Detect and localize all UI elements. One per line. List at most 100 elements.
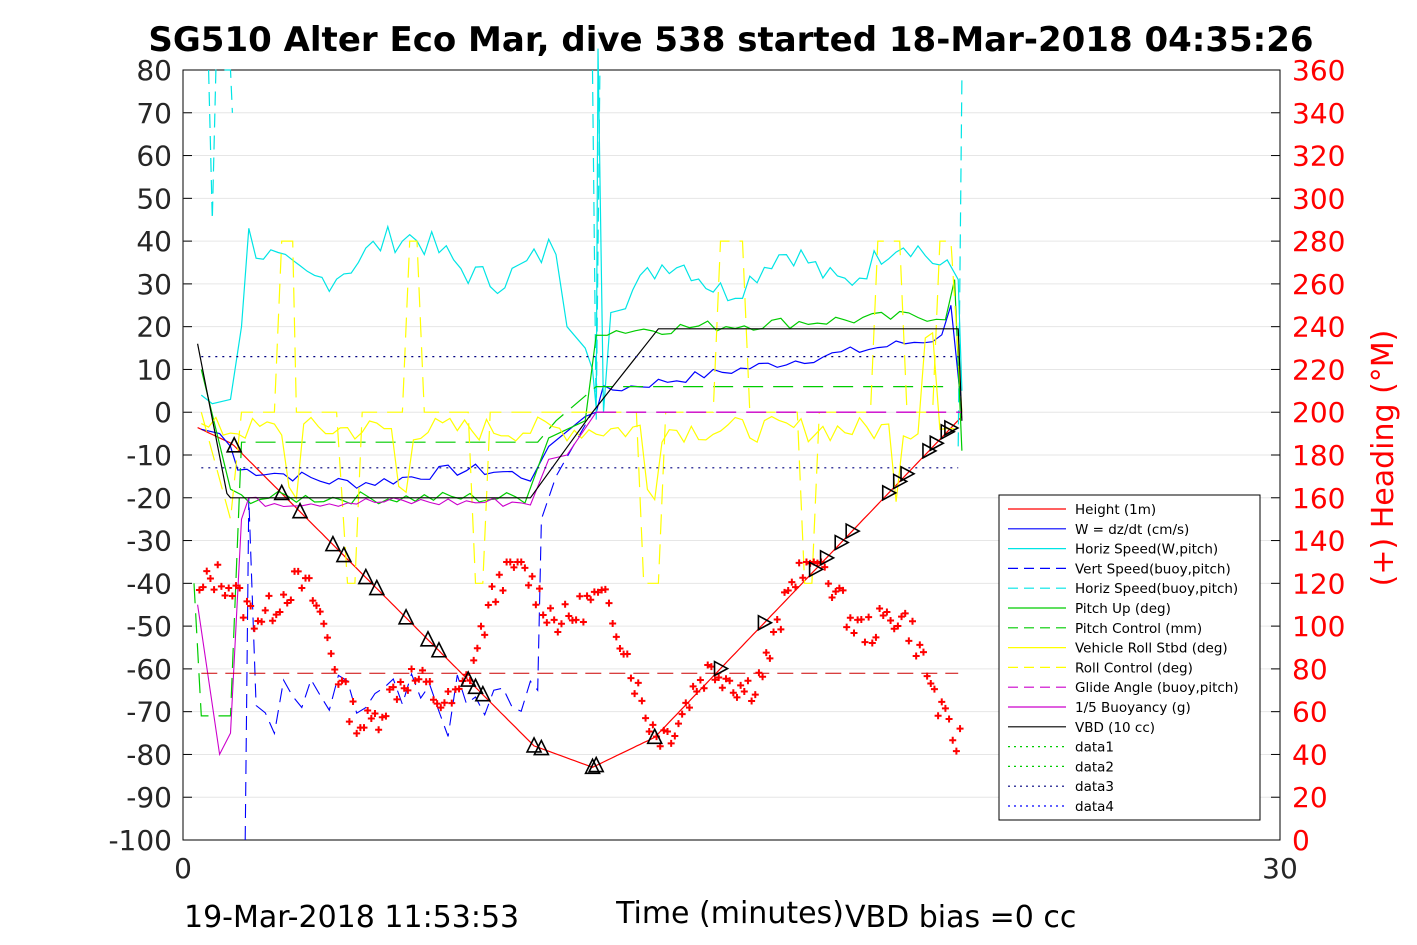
legend-label: Pitch Control (mm): [1075, 621, 1202, 637]
heading-point: [923, 672, 931, 680]
heading-point: [371, 710, 379, 718]
heading-point: [700, 684, 708, 692]
heading-point: [645, 728, 653, 736]
dive-marker: [467, 677, 484, 695]
heading-point: [726, 677, 734, 685]
series-horiz-speed-buoy-b: [591, 69, 601, 421]
heading-point: [455, 685, 463, 693]
right-tick-label: 60: [1292, 696, 1328, 729]
x-axis-label: Time (minutes): [615, 896, 844, 931]
heading-point: [411, 677, 419, 685]
heading-point: [539, 611, 547, 619]
depth-markers: [225, 419, 960, 775]
dive-marker: [525, 736, 543, 753]
heading-point: [835, 584, 843, 592]
heading-point: [481, 631, 489, 639]
heading-point: [949, 736, 957, 744]
left-tick-label: -20: [126, 482, 172, 515]
dive-marker: [273, 483, 291, 501]
heading-point: [448, 699, 456, 707]
heading-point: [693, 688, 701, 696]
series-vbd: [197, 328, 963, 499]
dive-marker: [357, 567, 375, 585]
right-tick-label: 140: [1292, 525, 1345, 558]
heading-points: [195, 558, 964, 755]
left-tick-label: -100: [108, 824, 172, 857]
heading-point: [583, 592, 591, 600]
heading-point: [696, 676, 704, 684]
dive-marker: [533, 738, 550, 756]
heading-point: [210, 586, 218, 594]
dive-marker: [474, 684, 492, 702]
right-tick-label: 220: [1292, 353, 1345, 386]
heading-point: [225, 584, 233, 592]
heading-point: [400, 684, 408, 692]
dive-marker: [646, 727, 664, 745]
series-layer: [193, 48, 963, 841]
climb-marker: [940, 423, 956, 441]
legend-label: W = dz/dt (cm/s): [1075, 522, 1189, 538]
heading-point: [217, 582, 225, 590]
left-tick-label: 40: [136, 225, 172, 258]
heading-point: [389, 683, 397, 691]
heading-point: [287, 596, 295, 604]
dive-marker: [397, 608, 415, 625]
heading-point: [722, 675, 730, 683]
heading-point: [408, 665, 416, 673]
heading-point: [634, 679, 642, 687]
heading-point: [762, 649, 770, 657]
heading-point: [320, 620, 328, 628]
legend-label: data3: [1075, 779, 1114, 795]
climb-marker: [881, 484, 898, 502]
heading-point: [876, 604, 884, 612]
heading-point: [707, 663, 715, 671]
legend-label: Pitch Up (deg): [1075, 601, 1171, 617]
heading-point: [711, 676, 719, 684]
heading-point: [616, 645, 624, 653]
heading-point: [561, 600, 569, 608]
heading-point: [660, 726, 668, 734]
heading-point: [777, 625, 785, 633]
footer-timestamp: 19-Mar-2018 11:53:53: [184, 900, 519, 935]
heading-point: [375, 726, 383, 734]
right-tick-label: 80: [1292, 653, 1328, 686]
heading-point: [601, 585, 609, 593]
heading-point: [470, 656, 478, 664]
dive-marker: [291, 501, 309, 519]
heading-point: [572, 616, 580, 624]
heading-point: [770, 628, 778, 636]
series-vehicle-roll: [201, 331, 955, 502]
dive-marker: [335, 545, 353, 563]
left-tick-label: 20: [136, 311, 172, 344]
left-tick-label: -30: [126, 525, 172, 558]
heading-point: [773, 616, 781, 624]
right-tick-label: 0: [1292, 824, 1310, 857]
heading-point: [477, 622, 485, 630]
right-y-axis: 3603403203002802602402202001801601401201…: [1271, 54, 1345, 857]
heading-point: [587, 596, 595, 604]
heading-point: [415, 675, 423, 683]
heading-point: [283, 599, 291, 607]
left-tick-label: 30: [136, 268, 172, 301]
right-y-axis-label: (+) Heading (°M): [1366, 330, 1401, 587]
heading-point: [546, 604, 554, 612]
heading-point: [444, 688, 452, 696]
left-tick-label: -40: [126, 567, 172, 600]
right-tick-label: 180: [1292, 439, 1345, 472]
heading-point: [228, 592, 236, 600]
heading-point: [813, 559, 821, 567]
heading-point: [532, 601, 540, 609]
heading-point: [305, 574, 313, 582]
climb-marker: [900, 465, 916, 483]
dive-marker: [430, 640, 448, 658]
heading-point: [682, 699, 690, 707]
heading-point: [214, 561, 222, 569]
right-tick-label: 280: [1292, 225, 1345, 258]
left-tick-label: -60: [126, 653, 172, 686]
heading-point: [327, 650, 335, 658]
series-buoyancy: [197, 411, 597, 757]
dive-marker: [225, 436, 243, 453]
heading-point: [689, 682, 697, 690]
climb-marker: [757, 614, 774, 632]
heading-point: [898, 613, 906, 621]
